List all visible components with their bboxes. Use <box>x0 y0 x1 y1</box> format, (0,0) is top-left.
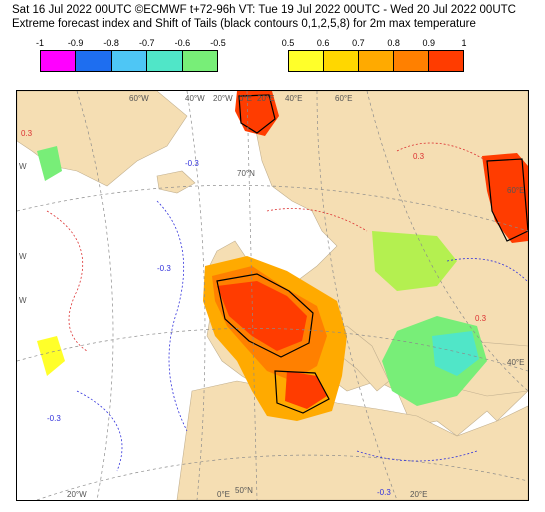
bottom-lon-label: 0°E <box>217 490 230 499</box>
contour-label: -0.3 <box>185 159 199 168</box>
top-lon-label: 0°E <box>239 94 252 103</box>
contour-label: -0.3 <box>157 264 171 273</box>
top-lon-label: 40°E <box>285 94 302 103</box>
efi-cool-anomaly-atlantic <box>37 336 65 376</box>
header-line-1: Sat 16 Jul 2022 00UTC ©ECMWF t+72-96h VT… <box>12 4 516 16</box>
legend-positive-swatch <box>359 51 394 71</box>
legend-neg-tick: -0.6 <box>174 38 191 48</box>
graticule-line <box>36 454 528 500</box>
legend-negative-swatch <box>182 51 218 71</box>
index-contour-negative <box>156 200 188 432</box>
legend-negative-swatch <box>111 51 148 71</box>
shift-of-tails-layer <box>216 94 528 414</box>
legend-neg-tick: -0.9 <box>67 38 84 48</box>
right-edge-label: 60°E <box>507 186 524 195</box>
legend-neg-tick: -0.8 <box>103 38 119 48</box>
left-edge-label: W <box>19 296 27 305</box>
efi-cool-anomaly-aegean <box>432 331 479 376</box>
legend-neg-tick: -0.7 <box>139 38 155 48</box>
legend-positive-swatch <box>429 51 463 71</box>
map-panel: 60°W 40°W 20°W 0°E 20°E 40°E 60°E 20°W 0… <box>16 90 529 501</box>
graticule-line <box>246 91 258 500</box>
index-contour-negative <box>446 258 528 282</box>
legend-negative-swatch <box>76 51 112 71</box>
greenland-landmass <box>17 91 188 187</box>
legend-neg-tick: -1 <box>35 38 45 48</box>
bottom-lon-label: 20°W <box>67 490 87 499</box>
legend-negative: -1 -0.9 -0.8 -0.7 -0.6 -0.5 <box>36 38 226 72</box>
index-contour-negative <box>356 450 478 462</box>
efi-warm-anomaly-russia <box>482 153 528 243</box>
legend-pos-tick: 0.9 <box>422 38 436 48</box>
legend-positive-swatch <box>324 51 359 71</box>
contour-label: -0.3 <box>47 414 61 423</box>
legend-positive-swatches <box>288 50 464 72</box>
contour-label: 0.3 <box>475 314 487 323</box>
legend-pos-tick: 0.8 <box>387 38 400 48</box>
efi-warm-anomaly-france-core <box>285 371 327 409</box>
legend-neg-tick: -0.5 <box>210 38 226 48</box>
left-edge-label: W <box>19 252 27 261</box>
index-contour-positive <box>266 208 368 232</box>
index-contour-layer <box>46 142 528 472</box>
left-edge-label: W <box>19 162 27 171</box>
lat-label: 50°N <box>235 486 253 495</box>
legend-pos-tick: 0.5 <box>281 38 295 48</box>
efi-warm-anomaly-iberia-core <box>217 281 307 351</box>
graticule-line <box>366 91 528 392</box>
header-line-2: Extreme forecast index and Shift of Tail… <box>12 18 476 30</box>
legend-positive-swatch <box>289 51 324 71</box>
iceland-landmass <box>156 170 196 194</box>
index-contour-positive <box>46 210 88 352</box>
contour-label: 0.3 <box>413 152 425 161</box>
right-edge-label: 40°E <box>507 358 524 367</box>
legend-positive: 0.5 0.6 0.7 0.8 0.9 1 <box>282 38 467 72</box>
legend-pos-tick: 1 <box>461 38 467 48</box>
shift-of-tails-contour-norway <box>238 94 276 134</box>
contour-label: -0.3 <box>377 488 391 497</box>
top-lon-label: 40°W <box>185 94 205 103</box>
top-lon-label: 60°W <box>129 94 149 103</box>
bottom-lon-label: 20°E <box>410 490 427 499</box>
graticule-layer <box>17 91 528 500</box>
map-labels: 60°W 40°W 20°W 0°E 20°E 40°E 60°E 20°W 0… <box>19 94 524 499</box>
lat-label: 70°N <box>237 169 255 178</box>
graticule-line <box>76 91 114 500</box>
graticule-line <box>17 328 528 372</box>
legend-pos-tick: 0.7 <box>352 38 365 48</box>
efi-cool-anomaly-greenland <box>37 146 62 181</box>
shift-of-tails-contour-iberia <box>216 273 314 358</box>
contour-label: 0.3 <box>21 129 33 138</box>
shift-of-tails-contour-france <box>274 370 330 414</box>
index-contour-positive <box>396 142 488 162</box>
top-lon-label: 20°E <box>257 94 274 103</box>
graticule-line <box>17 184 528 232</box>
legend-negative-swatch <box>147 51 183 71</box>
legend-positive-swatch <box>394 51 429 71</box>
top-lon-label: 60°E <box>335 94 352 103</box>
shift-of-tails-contour-russia <box>486 158 528 242</box>
graticule-line <box>186 91 206 500</box>
efi-cool-anomaly-eastern-europe <box>372 231 457 291</box>
legend-negative-swatches <box>40 50 218 72</box>
legend-negative-swatch <box>41 51 77 71</box>
graticule-line <box>316 91 398 500</box>
top-lon-label: 20°W <box>213 94 233 103</box>
index-contour-negative <box>76 390 123 472</box>
legend-pos-tick: 0.6 <box>316 38 330 48</box>
efi-map: 60°W 40°W 20°W 0°E 20°E 40°E 60°E 20°W 0… <box>17 91 528 500</box>
